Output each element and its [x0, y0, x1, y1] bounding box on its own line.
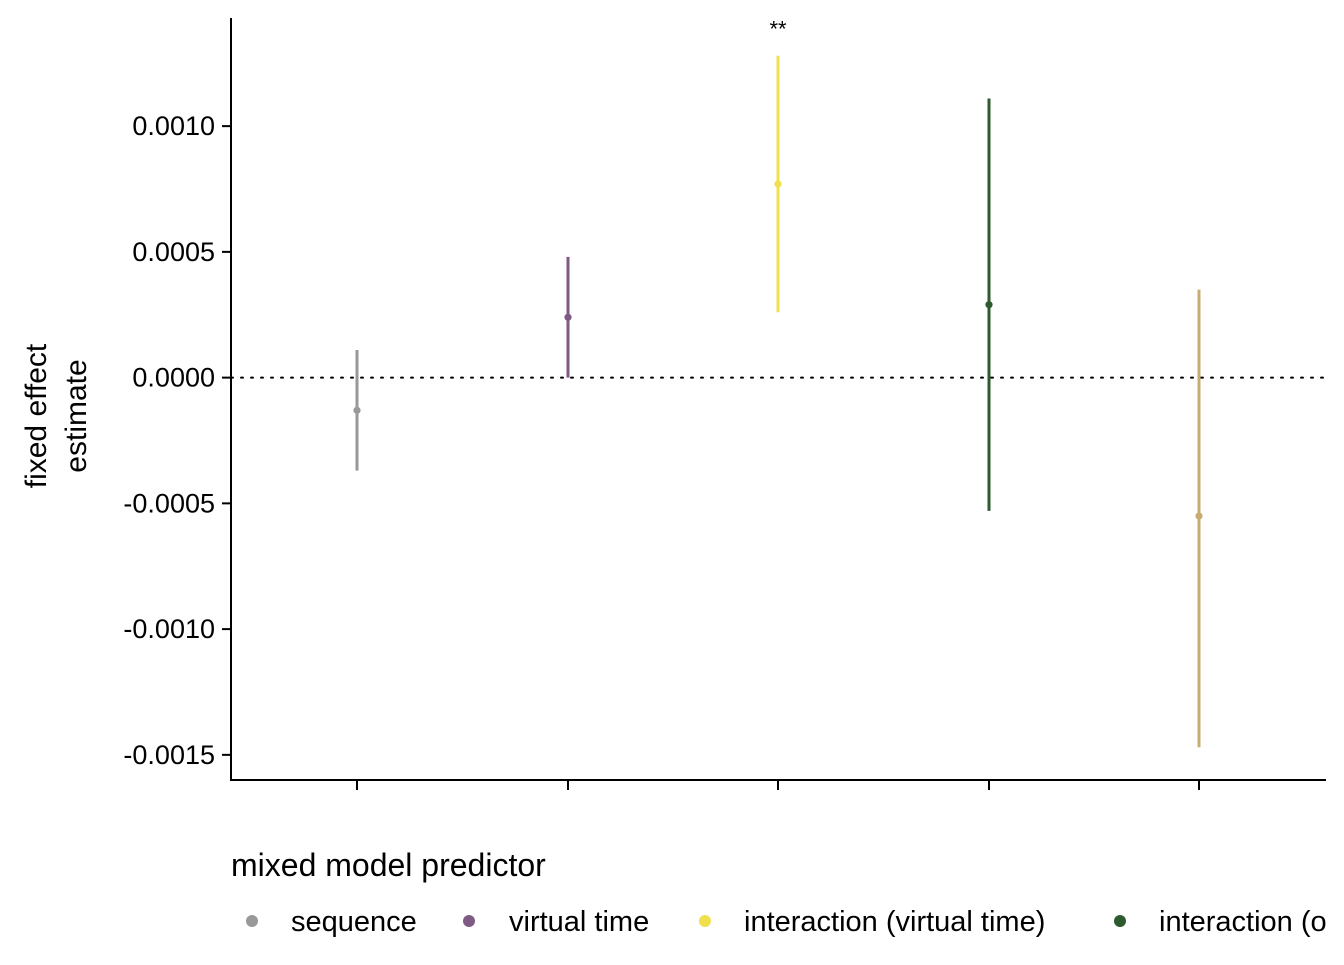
- legend-key: [463, 915, 475, 927]
- y-tick-label: -0.0010: [123, 614, 215, 644]
- y-tick-label: -0.0015: [123, 740, 215, 770]
- annotation-layer: **: [769, 17, 787, 42]
- legend-key: [1114, 915, 1126, 927]
- y-axis-title-line: estimate: [60, 359, 93, 472]
- legend-label: sequence: [291, 906, 417, 938]
- significance-annotation: **: [769, 17, 787, 42]
- series-layer: [353, 55, 1203, 748]
- estimate-point: [1195, 512, 1203, 520]
- estimate-point: [774, 180, 782, 188]
- legend-label: interaction (virtual time): [744, 906, 1045, 938]
- y-tick-label: 0.0005: [132, 237, 215, 267]
- y-axis-title: fixed effect estimate: [20, 343, 93, 488]
- legend: mixed model predictor sequence virtual tim…: [231, 847, 1327, 938]
- y-axis-title-line: fixed effect: [20, 343, 53, 488]
- axes-layer: 0.0010 0.0005 0.0000 -0.0005 -0.0010 -0.0015: [123, 18, 1326, 790]
- estimate-point: [353, 406, 361, 414]
- y-tick-label: -0.0005: [123, 488, 215, 518]
- legend-label: virtual time: [509, 906, 649, 938]
- y-tick-label: 0.0010: [132, 111, 215, 141]
- estimate-point: [985, 301, 993, 309]
- estimate-point: [564, 313, 572, 321]
- legend-key: [699, 915, 711, 927]
- y-tick-label: 0.0000: [132, 363, 215, 393]
- legend-key: [246, 915, 258, 927]
- legend-title: mixed model predictor: [231, 847, 546, 883]
- legend-label: interaction (o: [1159, 906, 1327, 938]
